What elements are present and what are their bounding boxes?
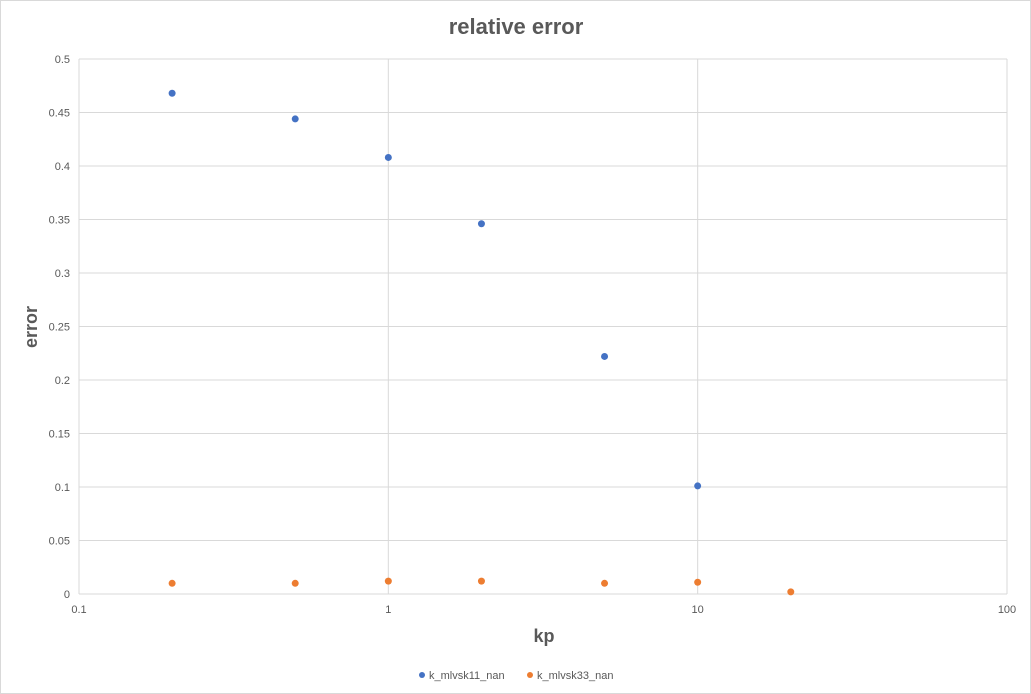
x-axis-ticks: 0.1 1 10 100	[71, 604, 1016, 616]
legend-marker	[527, 672, 533, 678]
y-tick-label: 0.25	[49, 322, 70, 334]
y-tick-label: 0.45	[49, 108, 70, 120]
x-axis-title: kp	[533, 626, 554, 646]
y-tick-label: 0.2	[55, 375, 70, 387]
legend: k_mlvsk11_nan k_mlvsk33_nan	[419, 670, 613, 682]
data-point-series-2	[168, 579, 176, 587]
legend-label: k_mlvsk33_nan	[537, 670, 613, 682]
data-point-series-1	[694, 482, 702, 490]
y-axis-ticks: 0 0.05 0.1 0.15 0.2 0.25 0.3 0.35 0.4 0.45 0.5	[49, 54, 70, 601]
data-point-series-1	[601, 352, 609, 360]
data-point-series-1	[291, 115, 299, 123]
data-point-series-2	[384, 577, 392, 585]
data-point-series-2	[477, 577, 485, 585]
y-tick-label: 0.1	[55, 482, 70, 494]
chart-title: relative error	[449, 14, 584, 39]
legend-label: k_mlvsk11_nan	[429, 670, 505, 682]
x-tick-label: 10	[692, 604, 704, 616]
data-point-series-1	[168, 89, 176, 97]
data-point-series-2	[787, 588, 795, 596]
x-tick-label: 100	[998, 604, 1016, 616]
data-point-series-2	[291, 579, 299, 587]
y-tick-label: 0.35	[49, 215, 70, 227]
x-tick-label: 0.1	[71, 604, 86, 616]
y-tick-label: 0.05	[49, 536, 70, 548]
y-tick-label: 0.15	[49, 429, 70, 441]
y-tick-label: 0.3	[55, 268, 70, 280]
data-point-series-1	[384, 153, 392, 161]
gridlines	[78, 58, 1008, 595]
y-tick-label: 0	[64, 589, 70, 601]
y-tick-label: 0.4	[55, 161, 70, 173]
y-tick-label: 0.5	[55, 54, 70, 66]
y-axis-title: error	[21, 306, 41, 348]
data-point-series-2	[601, 579, 609, 587]
data-points	[168, 89, 795, 596]
legend-marker	[419, 672, 425, 678]
x-tick-label: 1	[385, 604, 391, 616]
data-point-series-1	[477, 220, 485, 228]
data-point-series-2	[694, 578, 702, 586]
